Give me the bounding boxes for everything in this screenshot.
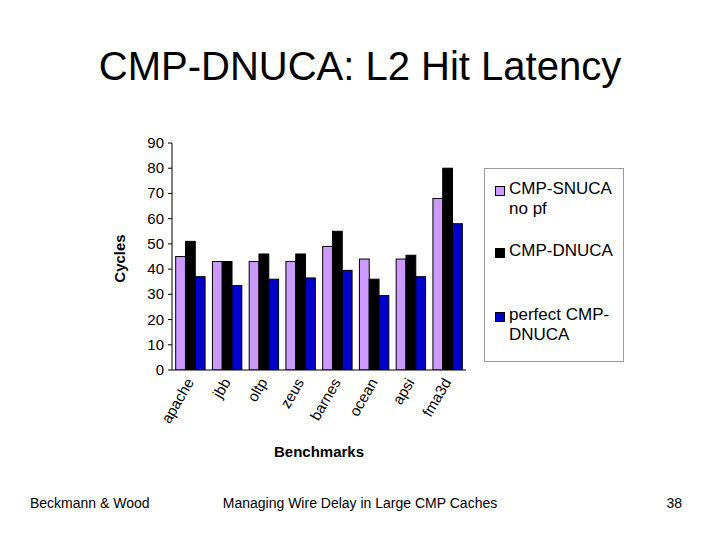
bar [323, 246, 333, 370]
legend-item: CMP-SNUCA no pf [495, 179, 621, 229]
y-tick-label: 90 [147, 134, 164, 151]
y-tick [168, 218, 172, 219]
bar [453, 224, 463, 370]
legend-label: perfect CMP-DNUCA [509, 305, 619, 345]
bar [379, 296, 389, 370]
y-tick [168, 319, 172, 320]
x-tick-label: apsi [389, 375, 417, 407]
bar [433, 198, 443, 370]
bar [332, 231, 342, 370]
x-tick-label: ocean [346, 375, 381, 419]
bar [222, 262, 232, 370]
y-tick [168, 344, 172, 345]
x-tick-label: oltp [244, 375, 271, 404]
bar [369, 279, 379, 370]
bar [195, 277, 205, 370]
x-axis-title: Benchmarks [274, 443, 364, 460]
legend-swatch [495, 312, 505, 322]
bar [269, 279, 279, 370]
y-tick [168, 168, 172, 169]
bar [296, 254, 306, 370]
bar [259, 254, 269, 370]
slide: {"chart_data": {"type": "bar", "title": … [0, 0, 720, 540]
footer-center: Managing Wire Delay in Large CMP Caches [0, 495, 720, 511]
y-tick [168, 193, 172, 194]
x-axis [172, 370, 466, 371]
y-tick-label: 80 [147, 159, 164, 176]
y-tick-label: 40 [147, 260, 164, 277]
y-axis [172, 143, 173, 370]
bar [176, 257, 186, 371]
bar [286, 262, 296, 370]
bars [176, 168, 463, 370]
legend: CMP-SNUCA no pf CMP-DNUCA perfect CMP-DNUC… [484, 168, 624, 362]
x-tick-label: zeus [277, 375, 308, 411]
y-tick-label: 70 [147, 184, 164, 201]
legend-label: CMP-SNUCA no pf [509, 179, 619, 219]
y-tick [168, 143, 172, 144]
y-tick-label: 10 [147, 336, 164, 353]
y-axis-title: Cycles [111, 234, 128, 282]
x-tick-label: apache [158, 375, 197, 426]
y-tick [168, 269, 172, 270]
footer-left: Beckmann & Wood [30, 495, 150, 511]
y-tick [168, 370, 172, 371]
y-tick-label: 30 [147, 285, 164, 302]
legend-swatch [495, 248, 505, 258]
chart: 0 10 20 30 40 50 60 70 80 90 apache jbboltpzeusbarn… [0, 0, 720, 540]
x-tick-label: fma3d [419, 375, 455, 420]
bar [232, 286, 242, 370]
bar [342, 270, 352, 370]
legend-item: perfect CMP-DNUCA [495, 305, 621, 355]
bar [249, 262, 259, 370]
bar [416, 277, 426, 370]
page-number: 38 [666, 495, 682, 511]
bar [443, 168, 453, 370]
y-tick-label: 20 [147, 311, 164, 328]
title: CMP-DNUCA: L2 Hit Latency [0, 44, 720, 89]
y-tick-label: 50 [147, 235, 164, 252]
bar [396, 259, 406, 370]
bar [359, 259, 369, 370]
y-tick [168, 243, 172, 244]
bar [406, 255, 416, 370]
bar [185, 241, 195, 370]
y-tick-label: 60 [147, 210, 164, 227]
x-tick-label: barnes [306, 375, 344, 423]
y-tick [168, 294, 172, 295]
legend-label: CMP-DNUCA [509, 241, 619, 261]
legend-item: CMP-DNUCA [495, 241, 621, 291]
bar [212, 262, 222, 370]
x-tick-label: jbb [208, 375, 233, 402]
bar [306, 278, 316, 370]
y-tick-label: 0 [156, 361, 164, 378]
legend-swatch [495, 186, 505, 196]
